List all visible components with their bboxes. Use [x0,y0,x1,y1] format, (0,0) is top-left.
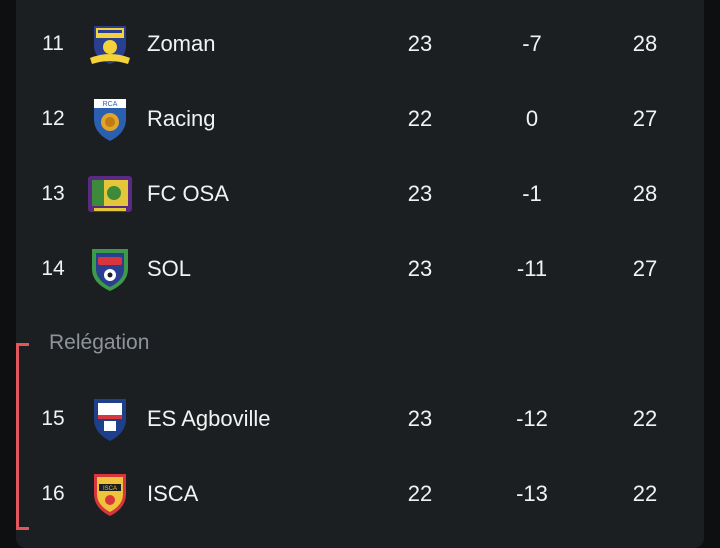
team-name: ES Agboville [147,406,271,431]
rank: 12 [41,107,65,130]
isca-crest-icon: ISCA [86,470,134,518]
points: 27 [632,106,658,131]
points: 22 [632,406,658,431]
relegation-label: Relégation [49,331,150,354]
played: 22 [407,106,433,131]
team-name: ISCA [147,481,199,506]
es-agboville-crest-icon [86,395,134,443]
table-row[interactable]: 13 FC OSA 23 -1 28 [16,156,704,231]
rank: 15 [41,407,65,430]
fc-osa-crest-icon [86,170,134,218]
team-name: SOL [147,256,192,281]
points: 28 [632,181,658,206]
relegation-zone-indicator [16,343,19,530]
played: 23 [407,181,433,206]
points: 22 [632,481,658,506]
zoman-crest-icon [86,20,134,68]
goal-difference: -1 [522,181,542,206]
goal-difference: -7 [522,31,542,56]
rank: 13 [41,182,65,205]
team-name: Zoman [147,31,216,56]
goal-difference: -12 [516,406,548,431]
table-row[interactable]: 11 Zoman 23 -7 28 [16,6,704,81]
played: 23 [407,256,433,281]
goal-difference: 0 [525,106,539,131]
rank: 11 [42,32,64,55]
sol-crest-icon [86,245,134,293]
table-row[interactable]: 12 RCA Racing 22 0 27 [16,81,704,156]
table-row[interactable]: 14 SOL 23 -11 27 [16,231,704,306]
svg-text:RCA: RCA [103,101,118,108]
rank: 16 [41,482,65,505]
table-row[interactable]: 15 ES Agboville 23 -12 22 [16,381,704,456]
standings-table: 11 Zoman 23 -7 28 12 RCA Raci [16,0,704,548]
team-name: Racing [147,106,216,131]
played: 22 [407,481,433,506]
team-name: FC OSA [147,181,229,206]
relegation-zone-indicator-bottom [16,527,29,530]
played: 23 [407,31,433,56]
rank: 14 [41,257,65,280]
points: 27 [632,256,658,281]
points: 28 [632,31,658,56]
table-row[interactable]: 16 ISCA ISCA 22 -13 22 [16,456,704,531]
played: 23 [407,406,433,431]
racing-crest-icon: RCA [86,95,134,143]
svg-text:ISCA: ISCA [103,486,117,492]
relegation-zone-indicator-top [16,343,29,346]
goal-difference: -13 [516,481,548,506]
goal-difference: -11 [516,256,548,281]
